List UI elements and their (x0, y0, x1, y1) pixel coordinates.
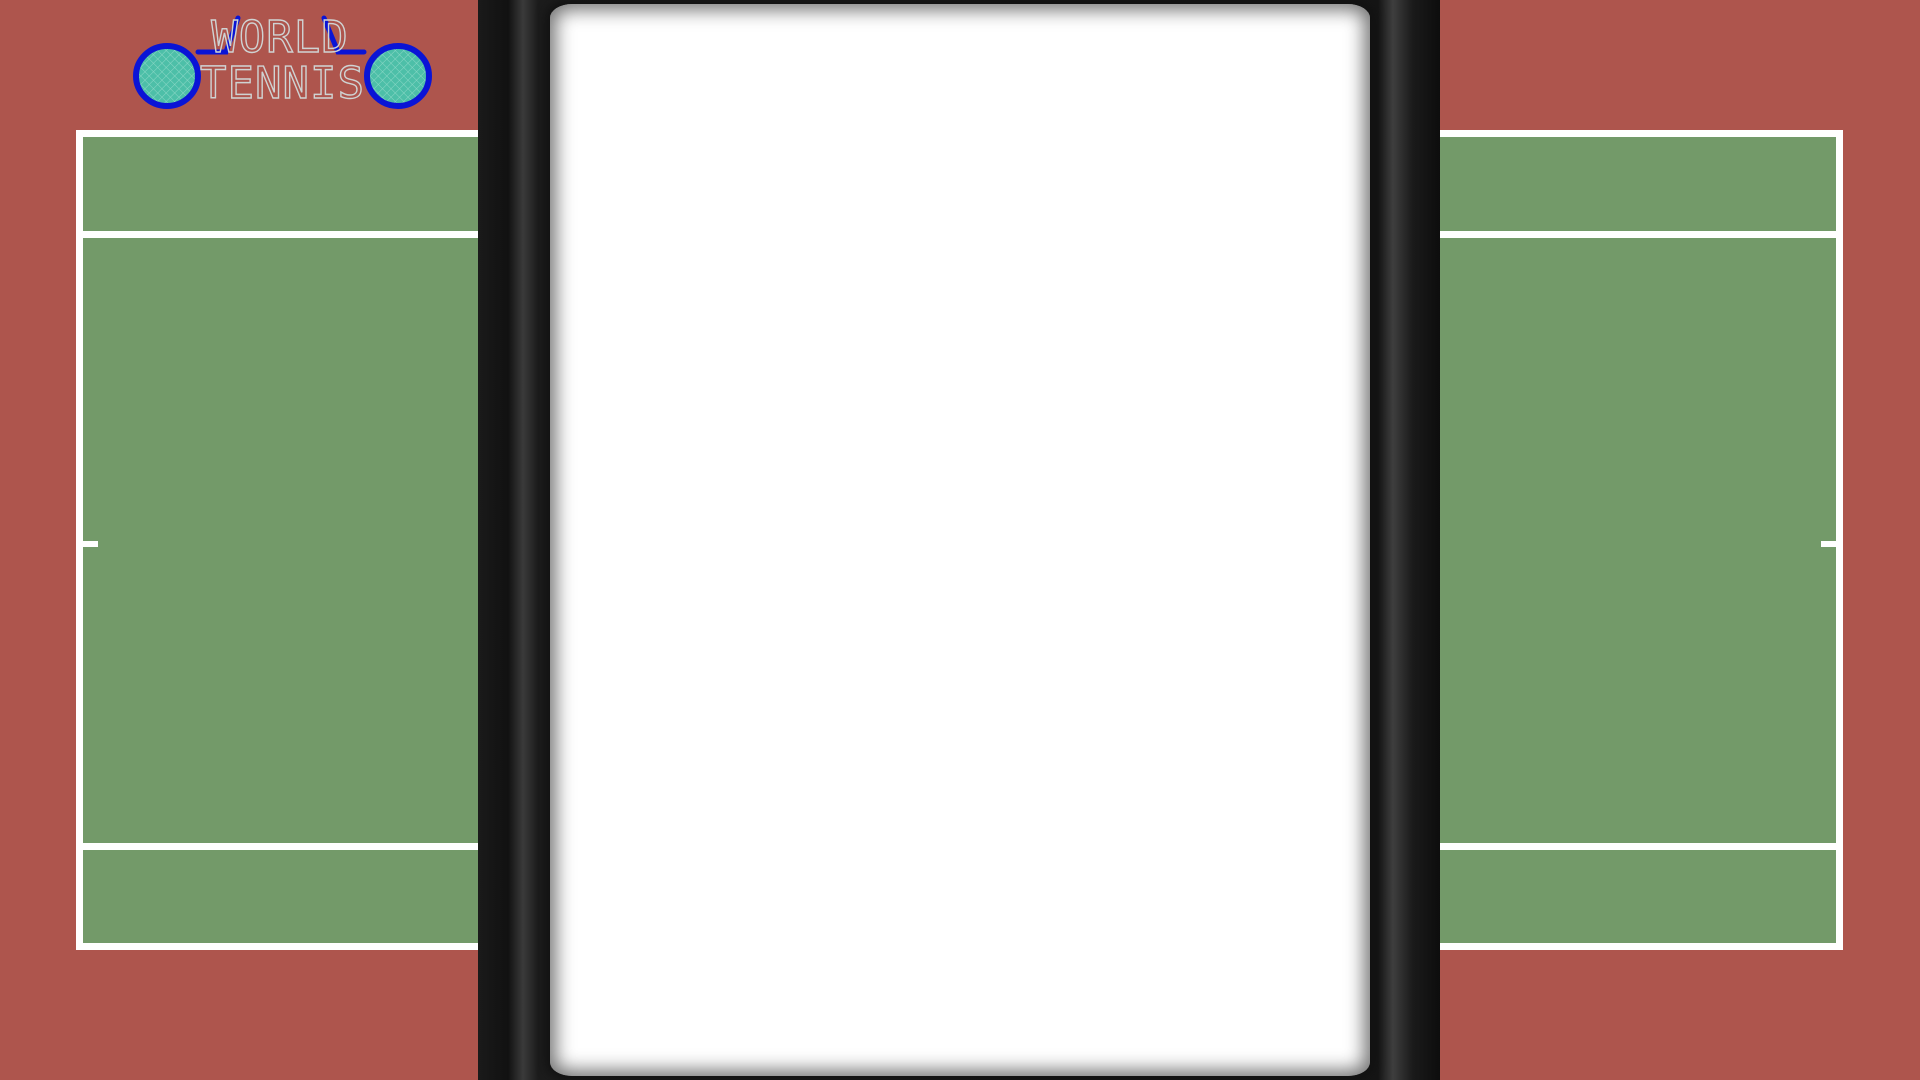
service-line (1438, 843, 1836, 850)
logo-title-line2: TENNIS (199, 58, 365, 109)
tennis-court-left (76, 130, 480, 950)
tennis-racket-icon (133, 15, 432, 109)
center-mark (1821, 541, 1836, 547)
world-tennis-logo: WORLD TENNIS (128, 12, 436, 117)
service-line (83, 843, 480, 850)
logo-title-line1: WORLD (211, 12, 349, 63)
tennis-court-right (1438, 130, 1843, 950)
service-line (1438, 231, 1836, 238)
center-mark (83, 541, 98, 547)
game-screen[interactable] (550, 4, 1370, 1076)
service-line (83, 231, 480, 238)
